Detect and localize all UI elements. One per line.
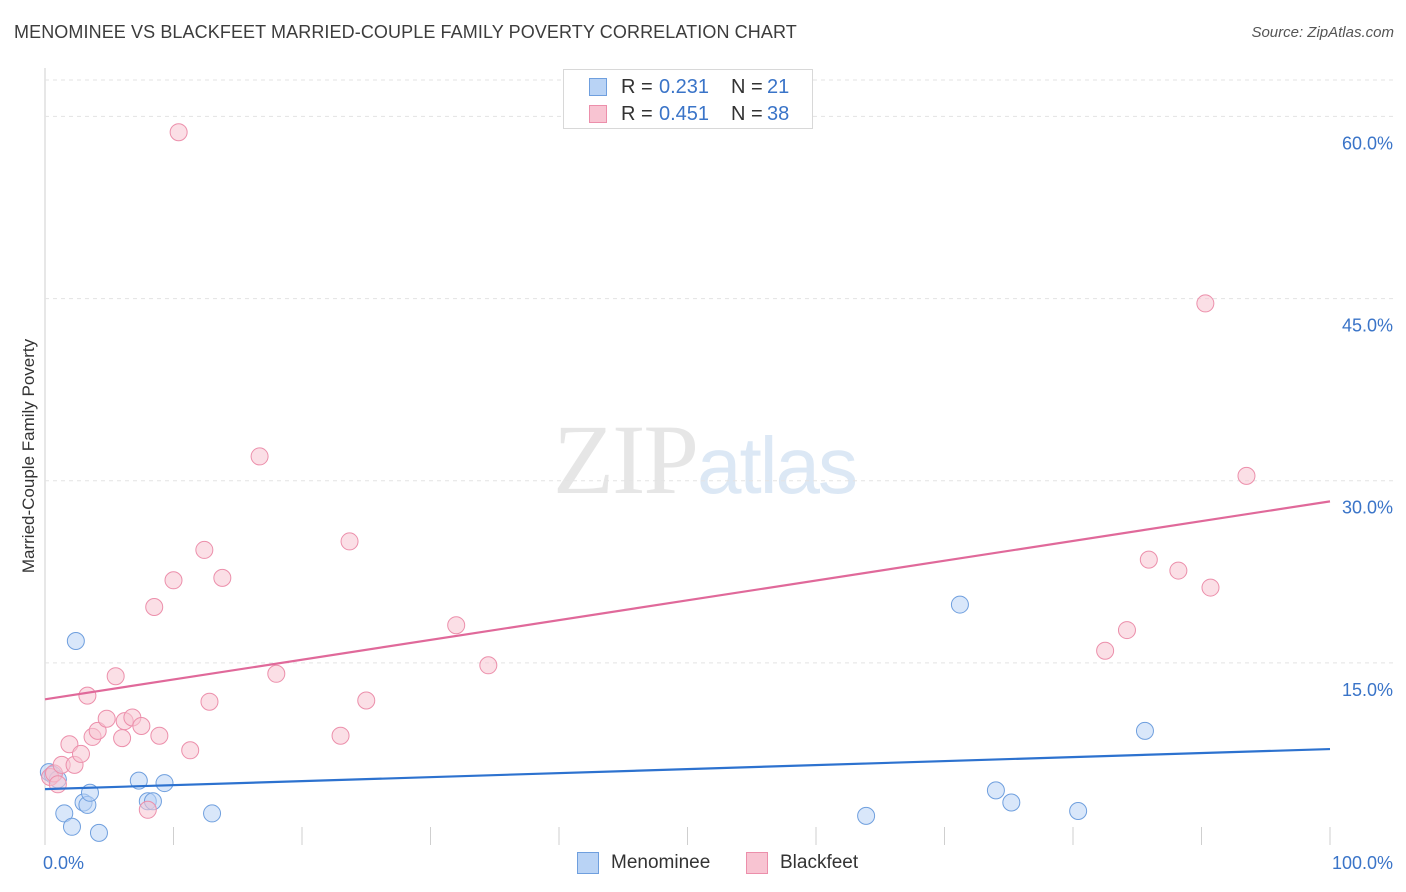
menominee-point (129, 771, 148, 790)
blackfeet-point (1169, 561, 1188, 580)
menominee-point (1135, 721, 1154, 740)
blackfeet-point (106, 667, 125, 686)
blackfeet-point (97, 709, 116, 728)
blackfeet-point (1196, 294, 1215, 313)
x-tick-label: 100.0% (1332, 853, 1393, 873)
legend-r-value: 0.231 (659, 75, 710, 98)
blackfeet-point (195, 540, 214, 559)
menominee-point (1069, 802, 1088, 820)
x-tick-label: 0.0% (43, 853, 84, 873)
blackfeet-point (181, 741, 200, 760)
blackfeet-point (113, 729, 132, 748)
y-tick-label: 30.0% (1342, 498, 1393, 518)
blackfeet-point (267, 664, 286, 683)
menominee-point (55, 804, 74, 823)
menominee-legend-swatch (577, 852, 599, 874)
y-tick-label: 60.0% (1342, 133, 1393, 153)
blackfeet-point (340, 532, 359, 551)
y-tick-label: 15.0% (1342, 680, 1393, 700)
watermark: ZIPatlas (553, 402, 858, 517)
legend-label-blackfeet: Blackfeet (780, 852, 859, 873)
menominee-point (950, 595, 969, 614)
blackfeet-point (331, 726, 350, 745)
watermark-zip: ZIP (553, 404, 699, 515)
legend-r-label: R = (621, 75, 653, 98)
legend-row-menominee: R = 0.231 N = 21 (589, 74, 789, 100)
blackfeet-point (71, 744, 90, 763)
legend-n-label: N = (731, 75, 763, 98)
correlation-legend: R = 0.231 N = 21 R = 0.451 N = 38 (563, 69, 813, 129)
blackfeet-point (1139, 550, 1158, 569)
blackfeet-point (447, 616, 466, 635)
menominee-point (66, 632, 85, 650)
blackfeet-point (1096, 641, 1115, 660)
menominee-swatch (589, 78, 607, 96)
source-label: Source: ZipAtlas.com (1251, 24, 1394, 41)
blackfeet-point (213, 568, 232, 587)
watermark-atlas: atlas (697, 421, 858, 510)
blackfeet-point (48, 775, 67, 794)
menominee-trendline (44, 747, 1331, 791)
blackfeet-point (200, 692, 219, 711)
blackfeet-trendline (44, 500, 1331, 701)
blackfeet-point (150, 726, 169, 745)
menominee-point (89, 823, 108, 842)
legend-r-value: 0.451 (659, 102, 710, 125)
blackfeet-point (169, 123, 188, 142)
blackfeet-point (145, 598, 164, 616)
legend-row-blackfeet: R = 0.451 N = 38 (589, 101, 789, 127)
blackfeet-point (164, 571, 183, 590)
blackfeet-point (78, 686, 97, 705)
menominee-point (155, 774, 174, 793)
blackfeet-point (88, 721, 107, 740)
menominee-point (62, 817, 81, 836)
blackfeet-legend-swatch (746, 852, 768, 874)
chart-title: MENOMINEE VS BLACKFEET MARRIED-COUPLE FA… (14, 22, 797, 42)
menominee-point (857, 806, 876, 825)
blackfeet-point (357, 691, 376, 710)
blackfeet-point (132, 717, 151, 735)
blackfeet-point (479, 656, 498, 675)
legend-item-blackfeet: Blackfeet (746, 852, 858, 874)
blackfeet-point (138, 800, 157, 819)
blackfeet-point (1201, 578, 1220, 597)
blackfeet-swatch (589, 105, 607, 123)
legend-n-label: N = (731, 102, 763, 125)
series-legend: Menominee Blackfeet (0, 852, 1406, 878)
menominee-point (986, 781, 1005, 800)
blackfeet-point (250, 447, 269, 466)
legend-r-label: R = (621, 102, 653, 125)
blackfeet-point (60, 735, 79, 754)
menominee-point (1002, 793, 1021, 812)
blackfeet-point (1237, 466, 1256, 485)
legend-label-menominee: Menominee (611, 852, 711, 873)
blackfeet-point (1117, 621, 1136, 640)
y-tick-label: 45.0% (1342, 316, 1393, 336)
menominee-point (203, 804, 222, 823)
legend-item-menominee: Menominee (577, 852, 710, 874)
legend-n-value: 38 (767, 102, 790, 125)
legend-n-value: 21 (767, 75, 790, 98)
